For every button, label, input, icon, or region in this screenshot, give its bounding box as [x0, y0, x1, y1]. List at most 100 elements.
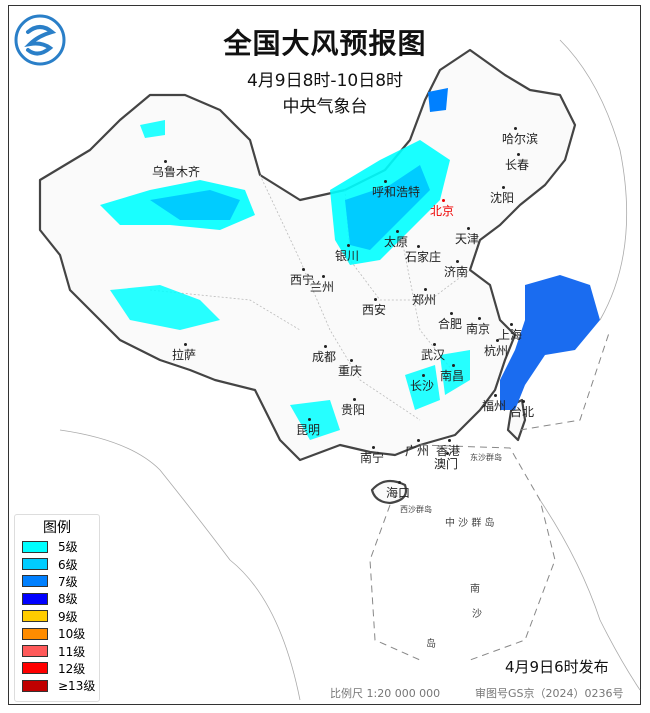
city-dot — [517, 153, 520, 156]
city-label: 哈尔滨 — [502, 132, 539, 146]
city-dot — [350, 359, 353, 362]
city-label: 南 — [470, 584, 480, 595]
legend-item: 7级 — [15, 573, 99, 590]
legend-label: 5级 — [58, 540, 78, 555]
city-label: 石家庄 — [405, 250, 442, 264]
city-dot — [502, 186, 505, 189]
city-dot — [302, 268, 305, 271]
map-frame — [8, 5, 641, 705]
legend-swatch — [22, 627, 48, 640]
city-label: 武汉 — [421, 348, 446, 362]
city-dot — [372, 446, 375, 449]
city-label: 香港 — [436, 444, 461, 458]
city-label: 南京 — [466, 322, 491, 336]
city-label: 长沙 — [410, 379, 435, 393]
wind-area-7 — [500, 275, 600, 410]
cma-logo — [14, 14, 66, 70]
city-label: 福州 — [482, 399, 507, 413]
city-dot — [467, 227, 470, 230]
legend-label: 9级 — [58, 609, 78, 624]
city-label: 沈阳 — [490, 191, 515, 205]
map-title: 全国大风预报图 — [223, 27, 427, 60]
legend-swatch — [22, 645, 48, 658]
wind-area-6 — [345, 165, 430, 250]
city-label: 郑州 — [412, 293, 437, 307]
city-dot — [353, 398, 356, 401]
city-label: 中 沙 群 岛 — [445, 518, 495, 529]
legend-title: 图例 — [43, 520, 71, 536]
legend-label: 6级 — [58, 557, 78, 572]
city-dot — [398, 481, 401, 484]
city-label: 太原 — [384, 235, 409, 249]
city-label: 贵阳 — [341, 403, 366, 417]
city-dot — [522, 400, 525, 403]
legend: 图例 5级 6级 7级 8级 9级 10级 11级 12级 ≥13级 — [14, 514, 100, 702]
city-label: 兰州 — [310, 280, 335, 294]
legend-swatch — [22, 558, 48, 571]
city-dot — [442, 199, 445, 202]
legend-label: 10级 — [58, 627, 86, 642]
legend-swatch — [22, 575, 48, 588]
city-label: 西宁 — [290, 273, 315, 287]
legend-swatch — [22, 679, 48, 692]
city-dot — [164, 160, 167, 163]
city-dot — [433, 343, 436, 346]
south-sea-boundary — [369, 329, 611, 661]
legend-swatch — [22, 662, 48, 675]
legend-item: 12级 — [15, 660, 99, 677]
city-label: 北京 — [430, 204, 455, 218]
city-dot — [396, 230, 399, 233]
city-dot — [184, 343, 187, 346]
city-label: 杭州 — [484, 344, 509, 358]
legend-item: 10级 — [15, 625, 99, 642]
wind-area-5 — [440, 350, 470, 395]
legend-item: 8级 — [15, 590, 99, 607]
wind-area-5 — [290, 400, 340, 440]
issue-time: 4月9日6时发布 — [505, 658, 609, 676]
map-scale: 比例尺 1:20 000 000 — [330, 687, 441, 700]
city-dot — [308, 418, 311, 421]
wind-area-5 — [140, 120, 165, 138]
city-dot — [478, 317, 481, 320]
city-label: 济南 — [444, 265, 469, 279]
city-dot — [510, 323, 513, 326]
city-label: 海口 — [386, 486, 411, 500]
city-dot — [494, 394, 497, 397]
legend-label: 7级 — [58, 574, 78, 589]
city-label: 上海 — [498, 328, 523, 342]
legend-label: 12级 — [58, 661, 86, 676]
legend-swatch — [22, 540, 48, 553]
city-label: 西安 — [362, 303, 387, 317]
legend-item: 9级 — [15, 608, 99, 625]
city-dot — [347, 244, 350, 247]
issuer: 中央气象台 — [282, 97, 368, 117]
city-label: 台北 — [510, 405, 535, 419]
city-dot — [496, 339, 499, 342]
city-dot — [417, 245, 420, 248]
city-dot — [450, 312, 453, 315]
city-dot — [322, 275, 325, 278]
city-label: 澳门 — [434, 457, 459, 471]
neighbor-borders — [59, 39, 641, 701]
city-label: 成都 — [312, 350, 337, 364]
city-dot — [446, 452, 449, 455]
city-dot — [324, 345, 327, 348]
city-label: 东沙群岛 — [470, 453, 502, 462]
city-label: 天津 — [455, 232, 480, 246]
city-label: 南昌 — [440, 369, 465, 383]
city-label: 沙 — [472, 609, 482, 620]
city-label: 广州 — [405, 444, 430, 458]
legend-item: 11级 — [15, 642, 99, 659]
city-label: 长春 — [505, 158, 530, 172]
wind-area-5 — [405, 365, 440, 410]
logo-icon — [14, 14, 66, 66]
legend-swatch — [22, 592, 48, 605]
city-label: 乌鲁木齐 — [152, 165, 201, 179]
city-dot — [448, 439, 451, 442]
wind-area-5 — [110, 285, 220, 330]
city-dot — [424, 288, 427, 291]
review-number: 审图号GS京（2024）0236号 — [475, 687, 624, 700]
city-dot — [452, 364, 455, 367]
wind-area-6 — [150, 190, 240, 220]
